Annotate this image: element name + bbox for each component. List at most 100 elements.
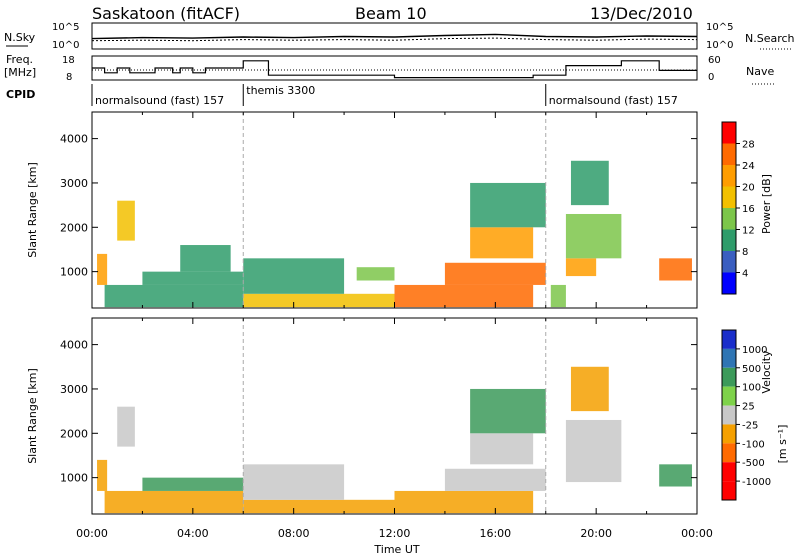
power-patch [659,258,692,281]
power-patch [570,160,609,206]
time-tick-label: 20:00 [580,527,612,540]
power-colorbar-tick-label: 28 [742,140,755,151]
noise-line-0 [91,33,698,40]
power-ylabel: Slant Range [km] [26,162,39,258]
noise-right-label: N.Search [745,32,795,45]
velocity-patch [142,477,244,491]
velocity-colorbar-tick-label: -1000 [742,477,771,488]
freq-left-label-1: Freq. [6,53,33,66]
velocity-colorbar-swatch [722,367,736,387]
power-colorbar-tick-label: 8 [742,247,748,258]
velocity-colorbar-swatch [722,481,736,500]
power-colorbar-tick-label: 16 [742,204,755,215]
power-colorbar-swatch [722,186,736,208]
power-colorbar-swatch [722,251,736,273]
power-colorbar-swatch [722,122,736,144]
cpid-segment-label: normalsound (fast) 157 [549,94,678,107]
velocity-colorbar-tick-label: 100 [742,383,761,394]
velocity-patch [394,490,534,514]
power-patch [470,182,546,228]
power-colorbar: 28 24 20 16 12 8 4 [721,121,755,295]
power-colorbar-tick-label: 12 [742,226,755,237]
power-colorbar-swatch [722,143,736,165]
power-colorbar-swatch [722,272,736,294]
power-patch [444,262,546,285]
freq-left-label-2: [MHz] [4,66,36,79]
beam-title: Beam 10 [355,4,427,23]
power-ytick-label: 4000 [60,133,88,146]
power-colorbar-swatch [722,208,736,230]
power-colorbar-tick-label: 4 [742,269,748,280]
power-ytick-label: 1000 [60,266,88,279]
power-patch [104,284,244,308]
velocity-ylabel: Slant Range [km] [26,368,39,464]
freq-left-tick-top: 18 [62,55,75,66]
velocity-ytick-label: 2000 [60,427,88,440]
velocity-patch [659,464,692,487]
power-patch [565,213,622,259]
velocity-axes: 1000 2000 3000 4000 [60,318,698,514]
noise-series [91,33,698,42]
noise-right-tick-top: 10^5 [706,22,733,33]
power-colorbar-swatch [722,165,736,187]
velocity-colorbar-swatch [722,405,736,425]
power-patch [565,258,597,277]
time-tick-label: 16:00 [479,527,511,540]
time-tick-label: 12:00 [379,527,411,540]
station-title: Saskatoon (fitACF) [92,4,240,23]
velocity-colorbar-swatch [722,424,736,444]
power-data [97,160,692,308]
time-tick-label: 00:00 [76,527,108,540]
noise-left-label: N.Sky [4,31,36,44]
power-patch [243,293,395,308]
time-tick-label: 00:00 [681,527,713,540]
noise-panel-frame [91,22,698,50]
velocity-patch [565,419,622,483]
velocity-colorbar-tick-label: 500 [742,364,761,375]
power-colorbar-tick-label: 24 [742,161,755,172]
power-axes: 1000 2000 3000 4000 [60,112,698,308]
time-tick-label: 08:00 [278,527,310,540]
freq-right-tick-bottom: 0 [708,72,714,83]
power-patch [550,284,566,308]
power-patch [97,253,108,285]
velocity-patch [97,459,108,491]
noise-right-tick-bottom: 10^0 [706,40,733,51]
power-ytick-label: 3000 [60,177,88,190]
cpid-segment-label: themis 3300 [246,84,315,97]
velocity-colorbar-swatch [722,386,736,406]
power-patch [356,267,395,281]
freq-left-tick-bottom: 8 [66,72,72,83]
power-patch [142,271,244,285]
cpid-segment-label: normalsound (fast) 157 [95,94,224,107]
noise-left-tick-top: 10^5 [52,22,79,33]
freq-right-label: Nave [746,65,774,78]
velocity-colorbar-swatch [722,462,736,482]
time-tick-label: 04:00 [177,527,209,540]
velocity-patch [243,499,395,514]
power-colorbar-tick-label: 20 [742,183,755,194]
power-patch [394,284,534,308]
noise-line-1 [91,37,698,42]
freq-series [92,60,697,79]
time-axis: 00:00 04:00 08:00 12:00 16:00 20:00 00:00 [76,527,713,540]
power-colorbar-label: Power [dB] [760,174,773,234]
freq-line [92,60,697,79]
velocity-colorbar-frame [721,329,737,501]
velocity-colorbar-swatch [722,443,736,463]
velocity-colorbar-tick-label: -25 [742,420,758,431]
velocity-colorbar: 1000 500 100 25 -25 -100 -500 -1000 [721,329,771,501]
noise-left-tick-bottom: 10^0 [52,40,79,51]
freq-right-tick-top: 60 [708,55,721,66]
power-patch [470,227,534,259]
velocity-colorbar-tick-label: 1000 [742,345,767,356]
power-patch [180,245,231,272]
velocity-colorbar-swatch [722,330,736,349]
time-axis-label: Time UT [373,543,419,554]
power-ytick-label: 2000 [60,221,88,234]
velocity-colorbar-unit: [m s⁻¹] [776,425,789,464]
power-patch [243,258,345,294]
velocity-patch [470,433,534,465]
velocity-colorbar-tick-label: -100 [742,439,765,450]
